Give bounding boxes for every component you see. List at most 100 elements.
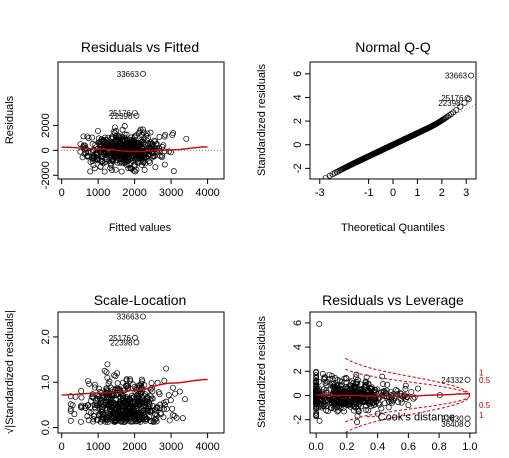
y-tick-label: 2000 xyxy=(40,113,52,137)
data-point xyxy=(144,396,151,403)
data-point xyxy=(341,408,348,415)
data-point xyxy=(146,158,152,165)
data-point xyxy=(313,409,320,416)
data-point xyxy=(402,385,409,392)
data-point xyxy=(359,387,366,394)
data-point xyxy=(117,138,124,145)
plot-frame xyxy=(57,61,225,180)
data-point xyxy=(121,137,128,144)
data-point xyxy=(108,167,115,173)
data-point xyxy=(404,394,411,401)
scale-location-panel: Scale-Location √|Standardized residuals|… xyxy=(4,292,225,453)
smooth-line xyxy=(61,378,208,396)
data-point xyxy=(114,370,121,377)
data-point xyxy=(97,149,104,156)
x-tick-label: 0.6 xyxy=(401,441,416,453)
data-point xyxy=(123,383,130,390)
data-point xyxy=(92,381,98,388)
data-point xyxy=(143,399,150,405)
data-point xyxy=(147,129,154,136)
data-point xyxy=(155,389,162,396)
data-point xyxy=(116,137,123,144)
data-point xyxy=(110,413,117,419)
x-tick-label: -3 xyxy=(315,187,325,199)
data-point xyxy=(371,401,378,408)
data-point xyxy=(146,408,153,415)
data-point xyxy=(87,410,94,416)
data-point xyxy=(152,164,159,171)
data-point xyxy=(136,129,142,136)
data-point xyxy=(160,142,167,149)
data-point xyxy=(411,394,418,401)
x-tick-label: 0 xyxy=(390,187,396,199)
data-point xyxy=(110,400,117,407)
data-point xyxy=(140,70,146,77)
x-tick-label: 3 xyxy=(463,187,469,199)
data-point xyxy=(136,139,143,146)
data-point xyxy=(107,164,114,171)
data-point xyxy=(313,413,320,420)
data-point xyxy=(341,388,348,395)
data-point xyxy=(99,414,106,421)
data-point xyxy=(111,372,118,379)
data-point xyxy=(343,375,350,382)
y-axis-label: Standardized residuals xyxy=(256,316,268,428)
data-point xyxy=(457,103,464,110)
y-tick-label: 2 xyxy=(292,118,304,124)
data-point xyxy=(118,158,125,165)
data-point xyxy=(120,418,127,425)
data-point xyxy=(127,377,134,384)
data-point xyxy=(87,159,94,165)
point-label: 22398 xyxy=(438,99,461,108)
data-point xyxy=(137,416,144,423)
data-point xyxy=(89,147,96,154)
data-point xyxy=(109,139,116,146)
data-point xyxy=(158,154,165,161)
data-point xyxy=(103,369,110,376)
point-label: 33663 xyxy=(445,72,468,81)
data-point xyxy=(102,416,109,423)
panel-title: Scale-Location xyxy=(94,292,187,308)
x-tick-label: 2000 xyxy=(122,187,146,199)
data-point xyxy=(316,417,323,424)
data-point xyxy=(144,137,150,144)
data-point xyxy=(137,390,144,397)
data-point xyxy=(119,396,126,403)
data-point xyxy=(363,374,370,381)
point-label: 25176 xyxy=(441,94,464,103)
x-tick-label: 0 xyxy=(59,187,65,199)
data-point xyxy=(170,168,177,175)
data-point xyxy=(94,127,101,134)
data-point xyxy=(106,399,113,406)
data-point xyxy=(78,404,85,411)
data-point xyxy=(131,400,138,407)
point-label: 33663 xyxy=(117,70,140,79)
data-point xyxy=(328,405,335,412)
x-tick-label: 4000 xyxy=(195,187,219,199)
data-point xyxy=(84,413,91,420)
data-point xyxy=(464,376,471,383)
data-point xyxy=(77,418,84,425)
y-tick-label: 6 xyxy=(292,320,304,326)
x-tick-label: 1000 xyxy=(86,187,110,199)
data-point xyxy=(415,385,421,392)
data-point xyxy=(148,380,155,386)
plot-frame xyxy=(57,311,225,434)
cooks-distance-contour xyxy=(345,368,471,396)
point-label: 25176 xyxy=(109,109,132,118)
data-point xyxy=(122,144,129,150)
data-point xyxy=(326,371,333,378)
data-point xyxy=(166,148,172,155)
data-point xyxy=(105,402,112,409)
cooks-level-label: 0.5 xyxy=(479,376,491,385)
data-point xyxy=(86,380,93,387)
y-tick-label: 0 xyxy=(292,142,304,148)
data-point xyxy=(85,378,92,385)
data-point xyxy=(352,388,359,395)
panel-title: Residuals vs Leverage xyxy=(322,292,464,308)
data-point xyxy=(112,373,119,380)
point-label: 21630 xyxy=(441,414,464,423)
x-tick-label: 0.4 xyxy=(370,441,385,453)
data-point xyxy=(67,417,74,424)
data-point xyxy=(402,382,409,389)
